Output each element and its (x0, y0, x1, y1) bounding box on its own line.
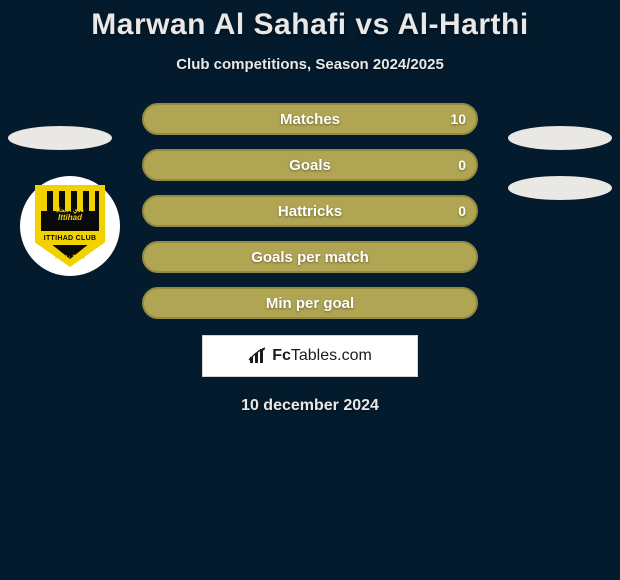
vs-separator: vs (355, 8, 389, 41)
stat-label: Goals (289, 157, 331, 174)
infographic-container: Marwan Al Sahafi vs Al-Harthi Club compe… (0, 0, 620, 415)
date: 10 december 2024 (241, 397, 379, 415)
stats-area: Matches 10 Goals 0 Hattricks 0 Goals per… (0, 103, 620, 319)
bar-chart-icon (248, 347, 268, 365)
brand-prefix: Fc (272, 347, 291, 364)
stat-value-right: 0 (458, 157, 466, 173)
stat-label: Hattricks (278, 203, 342, 220)
stat-row-min-per-goal: Min per goal (142, 287, 478, 319)
stat-row-hattricks: Hattricks 0 (142, 195, 478, 227)
stat-row-matches: Matches 10 (142, 103, 478, 135)
brand-badge: FcTables.com (202, 335, 418, 377)
brand-text: FcTables.com (272, 347, 372, 365)
page-title: Marwan Al Sahafi vs Al-Harthi (91, 8, 528, 42)
stat-label: Goals per match (251, 249, 369, 266)
brand-suffix: Tables.com (291, 347, 372, 364)
player1-name: Marwan Al Sahafi (91, 8, 346, 41)
stat-value-right: 10 (450, 111, 466, 127)
player2-name: Al-Harthi (398, 8, 529, 41)
stat-value-right: 0 (458, 203, 466, 219)
subtitle: Club competitions, Season 2024/2025 (176, 56, 444, 73)
stat-row-goals: Goals 0 (142, 149, 478, 181)
stat-label: Matches (280, 111, 340, 128)
stat-label: Min per goal (266, 295, 354, 312)
stat-row-goals-per-match: Goals per match (142, 241, 478, 273)
